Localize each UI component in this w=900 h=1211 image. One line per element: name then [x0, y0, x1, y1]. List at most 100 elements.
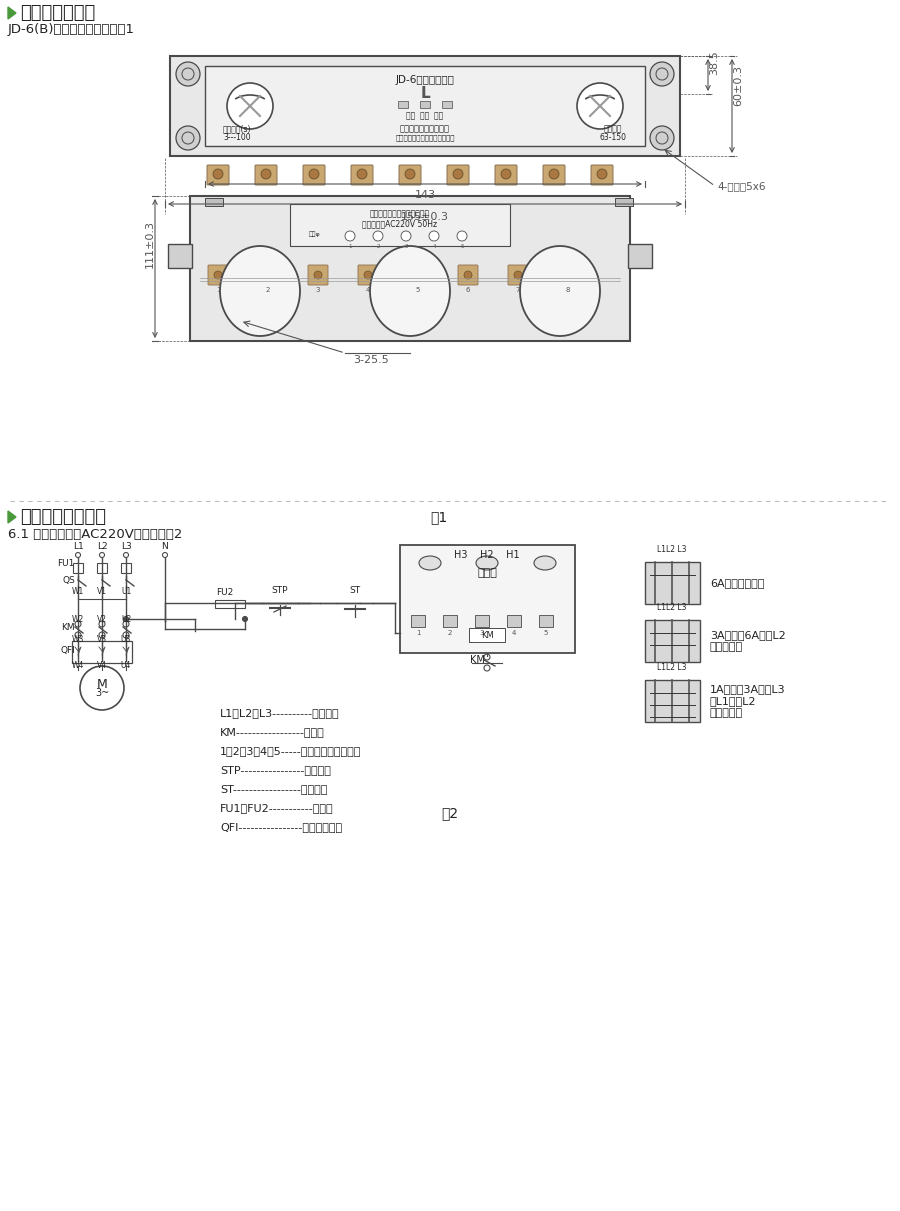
Bar [645, 562, 700, 604]
Text: M: M [96, 677, 107, 690]
Circle shape [123, 632, 129, 638]
FancyBboxPatch shape [495, 165, 517, 185]
FancyBboxPatch shape [458, 265, 478, 285]
Circle shape [76, 552, 80, 557]
Text: 图2: 图2 [441, 807, 459, 820]
Circle shape [650, 126, 674, 150]
Text: 60±0.3: 60±0.3 [733, 65, 743, 107]
Text: N: N [162, 543, 168, 551]
Text: L: L [420, 86, 430, 101]
Circle shape [577, 84, 623, 130]
Text: 3A以上，6A以下L2
相二次穿心: 3A以上，6A以下L2 相二次穿心 [710, 630, 786, 652]
Text: L1、L2、L3----------三相电源: L1、L2、L3----------三相电源 [220, 708, 339, 718]
Bar [475, 615, 489, 627]
Bar [469, 629, 505, 642]
FancyBboxPatch shape [591, 165, 613, 185]
Circle shape [357, 170, 367, 179]
Circle shape [123, 552, 129, 557]
Bar [190, 196, 630, 342]
Text: 1: 1 [416, 630, 420, 636]
Text: JD-6(B)外形及安装尺寸见图1: JD-6(B)外形及安装尺寸见图1 [8, 23, 135, 35]
Circle shape [80, 666, 124, 710]
Circle shape [457, 231, 467, 241]
Text: KM-----------------接触器: KM-----------------接触器 [220, 727, 325, 737]
Circle shape [650, 62, 674, 86]
Bar [97, 563, 107, 573]
Text: 6: 6 [466, 287, 470, 293]
FancyBboxPatch shape [351, 165, 373, 185]
FancyBboxPatch shape [558, 265, 578, 285]
Text: W1: W1 [72, 586, 84, 596]
Bar [400, 545, 575, 653]
Text: STP----------------停止按钮: STP----------------停止按钮 [220, 765, 331, 775]
Text: 2: 2 [266, 287, 270, 293]
Circle shape [501, 170, 511, 179]
Text: 4: 4 [432, 243, 436, 249]
Circle shape [345, 231, 355, 241]
Text: 5: 5 [460, 243, 464, 249]
Text: 1A以上，3A以下L3
、L1两次L2
相三次穿心: 1A以上，3A以下L3 、L1两次L2 相三次穿心 [710, 684, 786, 718]
Text: FU1: FU1 [58, 559, 75, 568]
Text: 6A以上一次穿心: 6A以上一次穿心 [710, 578, 764, 589]
Circle shape [364, 271, 372, 279]
Text: 155±0.3: 155±0.3 [401, 212, 449, 222]
Text: KM: KM [481, 631, 493, 639]
Text: QS: QS [62, 576, 75, 585]
FancyBboxPatch shape [543, 165, 565, 185]
Circle shape [564, 271, 572, 279]
Circle shape [75, 632, 81, 638]
Text: 4: 4 [365, 287, 370, 293]
Text: QFI----------------电动机保护器: QFI----------------电动机保护器 [220, 822, 342, 832]
Text: 电源φ: 电源φ [309, 231, 321, 237]
Text: QFI: QFI [60, 647, 75, 655]
Circle shape [163, 552, 167, 557]
Text: 生产厂：浙江人民电器有限公司: 生产厂：浙江人民电器有限公司 [395, 134, 454, 142]
Text: 4-长腰孔5x6: 4-长腰孔5x6 [717, 180, 766, 191]
Text: V4: V4 [97, 661, 107, 671]
FancyBboxPatch shape [207, 165, 229, 185]
Bar [645, 681, 700, 722]
Text: U3: U3 [121, 635, 131, 643]
Circle shape [100, 552, 104, 557]
Circle shape [429, 231, 439, 241]
Text: 额定电压：AC220V 50Hz: 额定电压：AC220V 50Hz [363, 219, 437, 229]
FancyBboxPatch shape [303, 165, 325, 185]
Bar [205, 67, 645, 147]
Text: ST-----------------启动按钮: ST-----------------启动按钮 [220, 784, 328, 794]
Bar [507, 615, 521, 627]
Text: W2: W2 [72, 614, 84, 624]
Text: 3---100: 3---100 [223, 133, 251, 143]
Text: L1L2 L3: L1L2 L3 [657, 664, 687, 672]
Circle shape [309, 170, 319, 179]
Circle shape [401, 231, 411, 241]
Bar [170, 56, 680, 156]
Circle shape [123, 616, 129, 621]
Circle shape [123, 621, 129, 627]
Bar [411, 615, 425, 627]
Bar [73, 563, 83, 573]
Circle shape [261, 170, 271, 179]
Circle shape [464, 271, 472, 279]
Bar [168, 243, 192, 268]
Ellipse shape [476, 556, 498, 570]
Text: 5: 5 [544, 630, 548, 636]
Bar [72, 641, 132, 662]
Text: L1L2 L3: L1L2 L3 [657, 603, 687, 613]
Text: 2: 2 [376, 243, 380, 249]
Circle shape [75, 621, 81, 627]
Text: 2: 2 [448, 630, 452, 636]
Text: L2: L2 [96, 543, 107, 551]
Text: U4: U4 [121, 661, 131, 671]
FancyBboxPatch shape [508, 265, 528, 285]
Circle shape [514, 271, 522, 279]
Circle shape [176, 62, 200, 86]
FancyBboxPatch shape [208, 265, 228, 285]
Circle shape [484, 665, 490, 671]
Circle shape [242, 616, 248, 621]
Text: 6.1 控制电源电压AC220V接线图见图2: 6.1 控制电源电压AC220V接线图见图2 [8, 528, 183, 541]
Text: U1: U1 [121, 586, 131, 596]
Text: U2: U2 [121, 614, 131, 624]
Text: 111±0.3: 111±0.3 [145, 220, 155, 269]
Circle shape [227, 84, 273, 130]
Ellipse shape [534, 556, 556, 570]
